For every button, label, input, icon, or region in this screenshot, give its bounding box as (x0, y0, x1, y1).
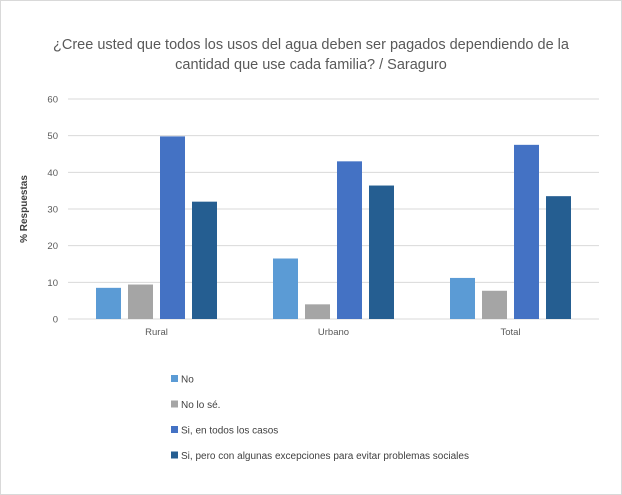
bar (514, 144, 539, 319)
legend-label: Si, en todos los casos (181, 426, 278, 437)
legend: No No lo sé. Si, en todos los casos Si, per… (171, 375, 469, 462)
y-tick-label: 10 (47, 278, 58, 289)
legend-swatch (171, 426, 178, 433)
y-tick-label: 20 (47, 241, 58, 252)
bar (160, 136, 185, 319)
bar (546, 196, 571, 319)
legend-swatch (171, 375, 178, 382)
bar (128, 284, 153, 319)
bar (96, 287, 121, 319)
bar (337, 161, 362, 319)
y-tick-label: 60 (47, 95, 58, 106)
legend-swatch (171, 451, 178, 459)
gridlines (68, 98, 599, 320)
x-tick-label: Total (500, 327, 520, 338)
chart-title-line-2: cantidad que use cada familia? / Saragur… (175, 57, 447, 73)
y-tick-label: 0 (53, 315, 58, 326)
y-axis-title: % Respuestas (19, 175, 30, 243)
chart-title: ¿Cree usted que todos los usos del agua … (53, 37, 570, 73)
y-tick-label: 50 (47, 131, 58, 142)
y-tick-label: 40 (47, 168, 58, 179)
bar (192, 201, 217, 319)
y-tick-labels: 0 10 20 30 40 50 60 (47, 95, 58, 326)
legend-label: No (181, 375, 194, 386)
bar (482, 290, 507, 319)
bar (273, 258, 298, 319)
bar (450, 277, 475, 319)
bars (96, 136, 571, 319)
bar (305, 304, 330, 319)
x-tick-label: Urbano (318, 327, 349, 338)
legend-label: Si, pero con algunas excepciones para ev… (181, 451, 469, 462)
bar (369, 185, 394, 319)
x-tick-labels: Rural Urbano Total (145, 327, 520, 338)
legend-label: No lo sé. (181, 400, 220, 411)
chart-title-line-1: ¿Cree usted que todos los usos del agua … (53, 37, 570, 53)
x-tick-label: Rural (145, 327, 168, 338)
legend-swatch (171, 400, 178, 408)
y-tick-label: 30 (47, 205, 58, 216)
